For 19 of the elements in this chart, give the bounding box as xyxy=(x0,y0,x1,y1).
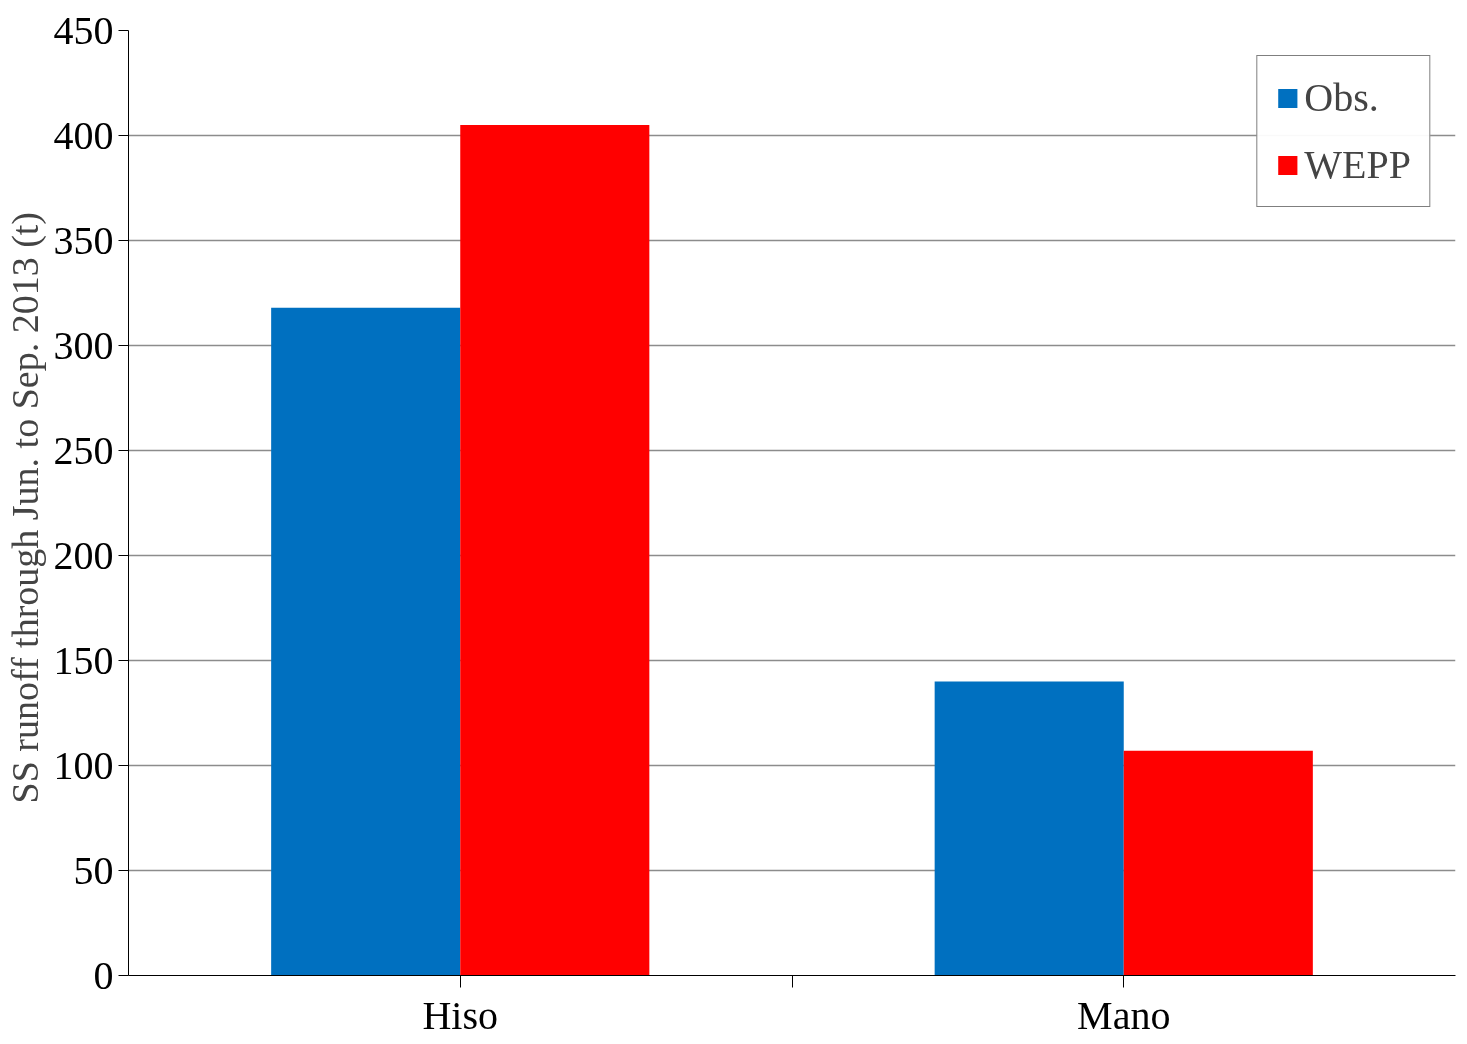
y-tick-label: 450 xyxy=(53,7,114,53)
y-axis-title: SS runoff through Jun. to Sep. 2013 (t) xyxy=(3,212,47,804)
x-tick-label: Hiso xyxy=(422,992,499,1038)
y-tick-label: 200 xyxy=(53,532,114,578)
legend-label: WEPP xyxy=(1304,141,1411,188)
bar xyxy=(271,307,461,976)
y-tick-label: 50 xyxy=(73,847,114,893)
y-tick-label: 400 xyxy=(53,112,114,158)
y-tick-label: 150 xyxy=(53,637,114,683)
y-tick-label: 100 xyxy=(53,742,114,788)
bar xyxy=(1123,750,1313,976)
bar xyxy=(460,125,650,976)
y-tick-label: 0 xyxy=(93,952,114,998)
y-tick-label: 250 xyxy=(53,427,114,473)
y-tick-label: 350 xyxy=(53,217,114,263)
legend-label: Obs. xyxy=(1304,74,1379,121)
y-tick-label: 300 xyxy=(53,322,114,368)
x-tick-label: Mano xyxy=(1077,992,1171,1038)
bar xyxy=(934,681,1124,976)
